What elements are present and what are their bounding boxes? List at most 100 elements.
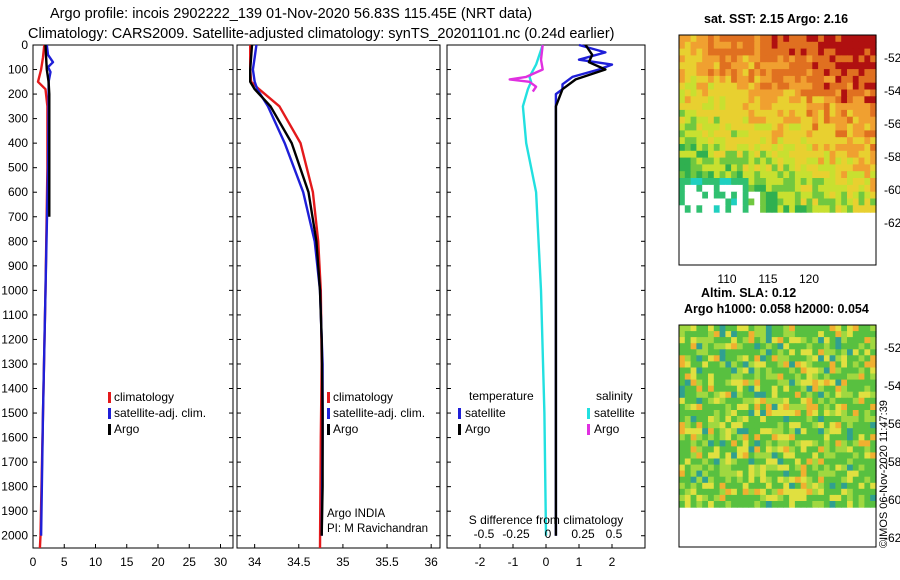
sst-map-cell [852,178,860,186]
sla-map-cell [725,361,732,369]
sla-map-cell [771,385,779,393]
sla-map-cell [852,482,860,490]
sla-map-cell [870,391,877,399]
sst-map-cell [812,144,819,152]
sla-map-cell [806,379,813,387]
sla-map-cell [765,355,773,362]
sla-map-cell [835,410,842,417]
sla-map-cell [760,337,767,344]
sst-map-cell [783,69,790,77]
sst-map-cell [765,55,773,63]
sst-map-cell [748,55,755,63]
sla-map-cell [777,337,784,344]
sst-map-cell [870,41,877,50]
sst-map-cell [708,69,715,77]
sla-map-cell [742,416,750,423]
sla-map-cell [829,373,836,381]
sla-map-cell [794,410,802,417]
sla-map-cell [725,422,732,429]
sla-map-cell [847,464,854,472]
sst-map-cell [684,191,692,200]
sst-y-tick: -60 [884,183,900,197]
sla-map-cell [789,397,796,405]
sla-map-cell [812,410,819,417]
sla-map-cell [864,410,871,417]
sla-map-cell [829,361,836,369]
sst-map-cell [719,130,726,138]
sla-map-cell [806,343,813,350]
sst-map-cell [765,109,773,118]
y-tick-label: 1400 [1,382,28,396]
sst-map-cell [841,171,848,179]
sst-map-cell [812,75,819,84]
sst-map-cell [858,109,865,118]
sla-map-cell [713,452,721,460]
sst-map-cell [719,103,726,111]
sst-map-cell [812,103,819,111]
sst-map-cell [858,157,865,165]
sst-map-cell [748,205,755,213]
sst-map-cell [754,109,761,118]
sst-map-cell [858,184,865,193]
sla-map-cell [731,446,738,454]
sla-map-cell [771,494,779,502]
sst-map-cell [852,144,860,152]
sst-map-cell [835,157,842,165]
sla-map-cell [754,501,761,508]
sst-map-cell [818,184,825,193]
sst-map-cell [754,205,761,213]
sla-map-cell [725,452,732,460]
sla-map-cell [702,476,709,484]
sla-map-cell [794,385,802,393]
sst-map-cell [708,157,715,165]
sla-map-cell [702,337,709,344]
sst-map-cell [823,35,831,43]
sla-map-cell [736,476,744,484]
sla-map-cell [852,501,860,508]
sst-map-cell [765,96,773,104]
sla-map-cell [713,440,721,447]
sla-map-cell [679,337,686,344]
sst-map-cell [736,171,744,179]
sla-map-cell [812,391,819,399]
sst-map-cell [760,205,767,213]
sst-map-cell [870,178,877,186]
sst-map-cell [841,103,848,111]
sla-y-tick: -52 [884,341,900,355]
sla-map-cell [696,355,703,362]
sla-map-cell [754,416,761,423]
sla-map-cell [777,397,784,405]
sla-map-cell [690,385,697,393]
sst-map-cell [806,82,813,91]
sst-map-cell [696,171,703,179]
sla-map-cell [754,391,761,399]
sla-map-cell [870,410,877,417]
sst-map-cell [847,89,854,97]
sst-map-cell [702,62,709,70]
sla-map-cell [852,476,860,484]
sst-map-cell [818,116,825,125]
sst-map-cell [783,55,790,63]
sla-map-cell [690,367,697,375]
sst-map-cell [841,96,848,104]
sla-map-cell [847,355,854,362]
sst-map-cell [841,109,848,118]
sst-map-cell [742,62,750,70]
sst-map-cell [696,150,703,159]
sst-map-cell [731,103,738,111]
sla-map-cell [852,446,860,454]
sst-map-cell [806,157,813,165]
sst-map-cell [800,198,808,206]
sla-map-cell [841,397,848,405]
sst-map-cell [835,62,842,70]
series-line-argo [248,44,324,536]
sst-map-cell [818,123,825,131]
sla-map-cell [800,446,808,454]
legend-title-temperature: temperature [469,389,534,403]
sst-map-cell [783,35,790,43]
sla-map-cell [789,416,796,423]
sst-map-cell [800,150,808,159]
sst-map-cell [708,96,715,104]
sst-map-cell [771,55,779,63]
sla-map-cell [847,440,854,447]
